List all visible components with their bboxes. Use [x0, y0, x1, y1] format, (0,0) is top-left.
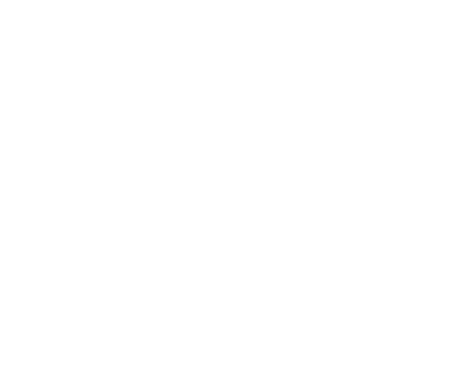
Text: D: D — [248, 229, 256, 239]
Text: C: C — [45, 229, 52, 239]
Text: B: B — [248, 111, 255, 121]
Text: Figure 1: A=Axial T2w fat suppressed (FS), B=coronal post contrast T1wFS, C=Axia: Figure 1: A=Axial T2w fat suppressed (FS… — [11, 252, 441, 300]
Text: A: A — [45, 111, 53, 121]
